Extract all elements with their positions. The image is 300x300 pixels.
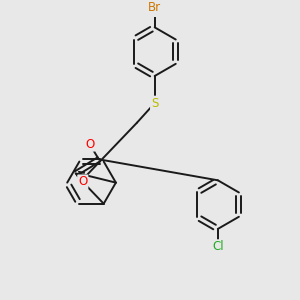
Text: O: O xyxy=(85,138,94,151)
Text: Br: Br xyxy=(148,1,161,14)
Text: Cl: Cl xyxy=(212,240,224,253)
Text: O: O xyxy=(78,176,87,188)
Text: S: S xyxy=(151,97,158,110)
